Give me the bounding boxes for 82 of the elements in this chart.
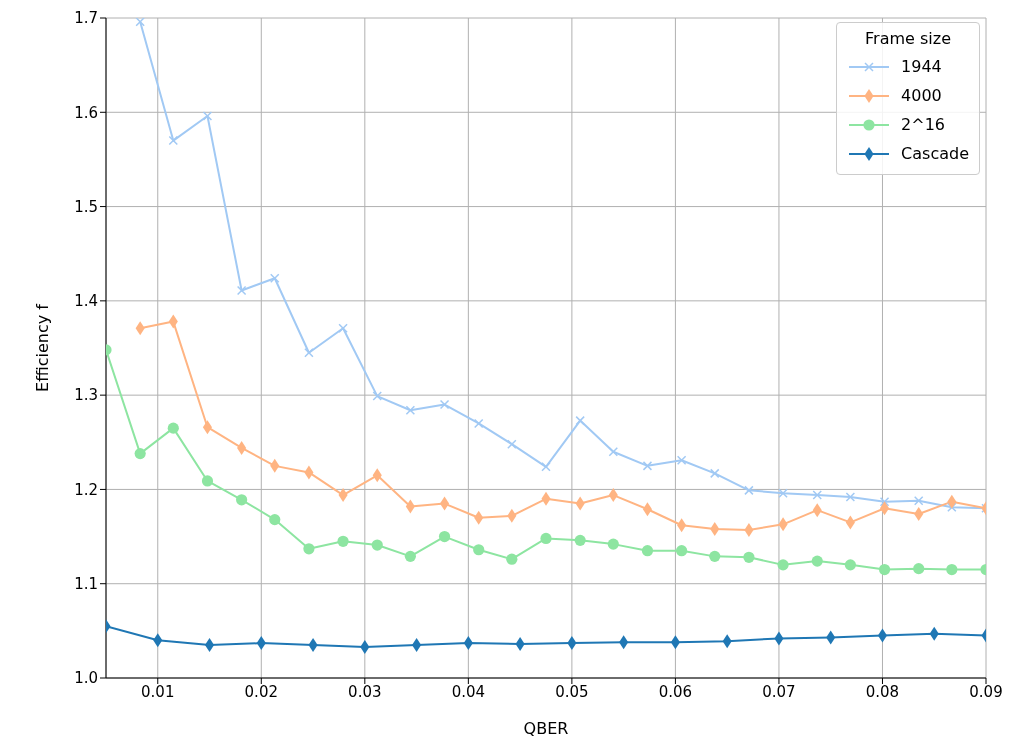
legend-label: 1944: [901, 57, 942, 76]
x-tick-label: 0.02: [244, 682, 278, 701]
point: [676, 455, 687, 465]
y-tick-label: 1.1: [74, 575, 98, 594]
x-tick-label: 0.07: [762, 682, 796, 701]
legend-label: 4000: [901, 86, 942, 105]
point: [412, 638, 422, 652]
point: [236, 285, 247, 296]
point: [642, 461, 653, 471]
x-axis-title: QBER: [523, 719, 569, 738]
point: [134, 448, 146, 460]
x-tick-label: 0.04: [451, 682, 486, 701]
point: [405, 405, 416, 415]
point: [879, 496, 890, 507]
point: [135, 18, 145, 27]
legend-title: Frame size: [864, 29, 952, 48]
point: [642, 502, 653, 517]
point: [304, 347, 314, 358]
point: [338, 323, 348, 333]
point: [913, 495, 924, 506]
y-tick-label: 1.7: [74, 9, 98, 28]
x-tick-label: 0.06: [658, 682, 693, 701]
point: [575, 415, 585, 426]
point: [878, 563, 891, 576]
point: [844, 559, 856, 571]
y-tick-label: 1.3: [74, 386, 98, 405]
y-axis-title: Efficiency f: [33, 303, 52, 392]
x-tick-label: 0.09: [969, 682, 1003, 701]
point: [709, 550, 721, 562]
x-tick-label: 0.08: [865, 682, 900, 701]
point: [845, 492, 856, 502]
point: [507, 439, 517, 449]
y-tick-label: 1.5: [74, 197, 98, 216]
point: [404, 550, 416, 562]
y-tick-label: 1.2: [74, 480, 98, 499]
point: [201, 475, 214, 487]
point: [641, 545, 654, 557]
point: [608, 446, 619, 457]
point: [877, 628, 888, 643]
point: [202, 420, 213, 435]
point: [439, 399, 450, 410]
point: [676, 545, 688, 557]
point: [236, 494, 248, 506]
legend-label: Cascade: [901, 144, 969, 163]
point: [270, 273, 280, 283]
y-tick-label: 1.6: [74, 103, 98, 122]
point: [946, 563, 958, 576]
point: [574, 534, 586, 546]
point: [540, 532, 552, 545]
point: [204, 638, 215, 652]
point: [473, 418, 484, 429]
point: [607, 538, 619, 550]
point: [913, 563, 925, 575]
point: [202, 111, 213, 121]
legend-label: 2^16: [901, 115, 946, 134]
point: [473, 544, 485, 556]
point: [438, 530, 451, 543]
point: [439, 496, 450, 511]
point: [371, 539, 383, 551]
point: [743, 551, 755, 563]
point: [879, 501, 890, 516]
point: [168, 135, 179, 146]
point: [269, 514, 281, 526]
point: [167, 422, 179, 434]
x-tick-label: 0.05: [555, 682, 589, 701]
point: [506, 553, 518, 565]
point: [337, 535, 349, 547]
point: [744, 485, 754, 496]
point: [541, 462, 551, 472]
x-tick-label: 0.01: [141, 682, 175, 701]
point: [303, 543, 315, 555]
point: [811, 555, 823, 567]
y-tick-label: 1.0: [74, 669, 98, 688]
point: [947, 502, 957, 513]
point: [778, 488, 788, 498]
point: [372, 391, 382, 401]
point: [710, 468, 720, 479]
x-tick-label: 0.03: [348, 682, 382, 701]
point: [308, 638, 318, 652]
point: [812, 490, 822, 500]
y-tick-label: 1.4: [74, 292, 98, 311]
point: [777, 559, 789, 571]
